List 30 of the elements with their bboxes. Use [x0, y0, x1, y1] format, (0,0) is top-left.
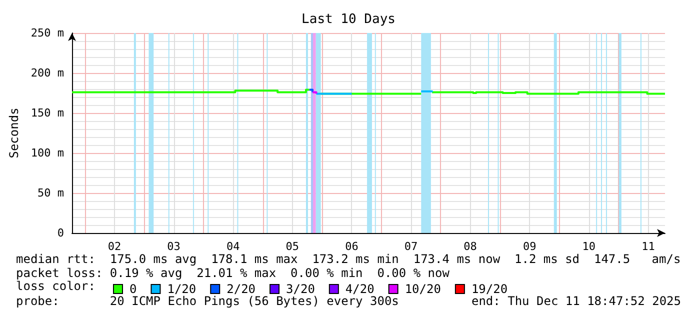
y-tick-label: 150 m	[30, 106, 64, 120]
x-tick-label: 03	[167, 240, 180, 253]
legend-title: loss color:	[16, 279, 96, 293]
text: packet loss: 0.19 % avg 21.01 % max 0.00 % min 0.00 % now	[16, 266, 450, 280]
text: median rtt: 175.0 ms avg 178.1 ms max 173.2 ms min 173.4 ms now 1.2 ms sd 147.5 am/s	[16, 252, 681, 266]
x-tick-label: 05	[286, 240, 300, 253]
x-tick-label: 10	[582, 240, 596, 253]
legend-label: 1/20	[167, 282, 196, 296]
x-tick-label: 04	[226, 240, 240, 253]
y-tick-label: 0	[57, 226, 64, 240]
x-tick-label: 11	[642, 240, 655, 253]
y-axis-title: Seconds	[7, 108, 21, 158]
x-tick-label: 07	[404, 240, 418, 253]
y-tick-label: 200 m	[30, 66, 64, 80]
x-tick-label: 09	[522, 240, 536, 253]
y-tick-label: 250 m	[30, 26, 64, 40]
x-tick-label: 08	[464, 240, 477, 253]
chart-title: Last 10 Days	[302, 12, 396, 27]
legend-label: 4/20	[345, 282, 374, 296]
x-tick-label: 02	[108, 240, 122, 253]
legend-label: 3/20	[286, 282, 315, 296]
legend-label: 10/20	[404, 282, 441, 296]
text: probe: 20 ICMP Echo Pings (56 Bytes) every 300s	[16, 294, 399, 308]
legend-label: 0	[130, 282, 137, 296]
y-tick-label: 100 m	[30, 146, 64, 160]
legend-label: 2/20	[226, 282, 256, 296]
x-tick-label: 06	[345, 240, 358, 253]
legend-label: 19/20	[471, 282, 508, 296]
text: end: Thu Dec 11 18:47:52 2025	[471, 294, 681, 308]
y-tick-label: 50 m	[38, 186, 64, 200]
